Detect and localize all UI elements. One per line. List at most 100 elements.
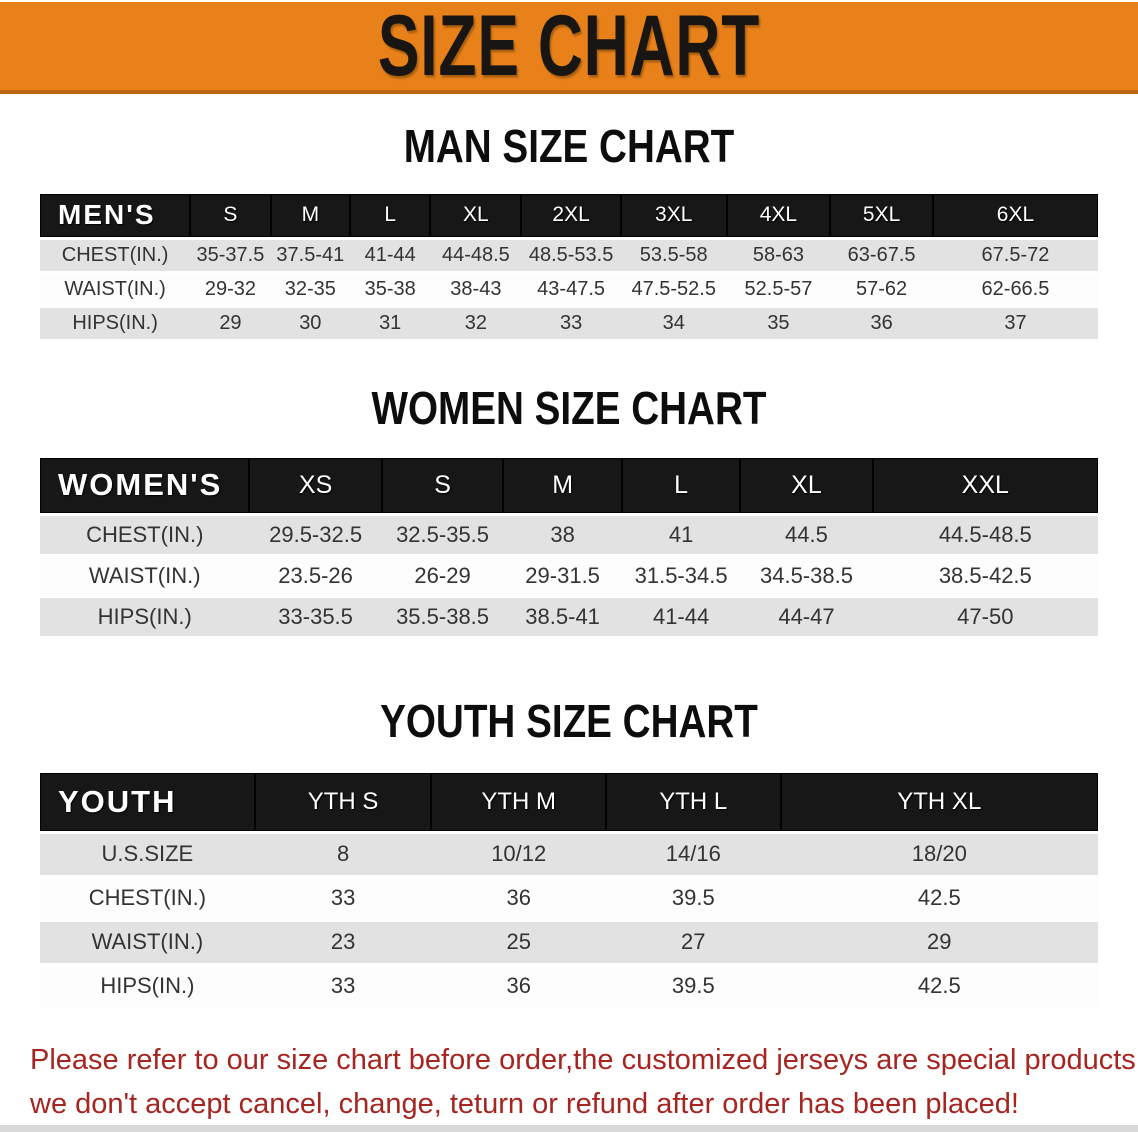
size-value-cell: 43-47.5 <box>521 273 621 305</box>
measurement-row-label: U.S.SIZE <box>40 833 255 875</box>
measurement-row-label: HIPS(IN.) <box>40 965 255 1007</box>
disclaimer: Please refer to our size chart before or… <box>0 1038 1138 1126</box>
measurement-row-label: CHEST(IN.) <box>40 239 191 271</box>
measurement-row-label: WAIST(IN.) <box>40 921 255 963</box>
size-value-cell: 23.5-26 <box>249 556 382 595</box>
size-value-cell: 47.5-52.5 <box>620 273 727 305</box>
size-value-cell: 18/20 <box>780 833 1098 875</box>
size-table-header-row: WOMEN'S XS S M L XL XXL <box>40 457 1098 513</box>
women-size-table: WOMEN'S XS S M L XL XXL CHEST(IN.) 29.5-32.5 32.… <box>40 455 1098 639</box>
size-column-header: L <box>621 457 741 513</box>
size-column-header: S <box>381 457 504 513</box>
size-column-header: 5XL <box>830 193 933 237</box>
page-title: SIZE CHART <box>377 0 761 94</box>
youth-chart-title: YOUTH SIZE CHART <box>380 694 758 747</box>
size-value-cell: 42.5 <box>780 877 1098 919</box>
size-table-row: CHEST(IN.) 29.5-32.5 32.5-35.5 38 41 44.5 44.5… <box>40 515 1098 554</box>
size-table-header-row: MEN'S S M L XL 2XL 3XL 4XL 5XL 6XL <box>40 193 1098 237</box>
size-value-cell: 42.5 <box>780 965 1098 1007</box>
size-column-header: S <box>190 193 271 237</box>
measurement-row-label: CHEST(IN.) <box>40 515 250 554</box>
size-value-cell: 33 <box>521 307 621 339</box>
table-group-label: YOUTH <box>40 772 255 831</box>
size-value-cell: 38.5-41 <box>503 597 622 636</box>
size-value-cell: 35-37.5 <box>190 239 271 271</box>
size-value-cell: 34.5-38.5 <box>740 556 873 595</box>
size-value-cell: 41-44 <box>349 239 431 271</box>
measurement-row-label: HIPS(IN.) <box>40 307 191 339</box>
size-column-header: 2XL <box>521 193 621 237</box>
size-value-cell: 35.5-38.5 <box>381 597 504 636</box>
size-column-header: M <box>503 457 622 513</box>
size-value-cell: 44.5 <box>740 515 873 554</box>
size-value-cell: 38 <box>503 515 622 554</box>
measurement-row-label: WAIST(IN.) <box>40 273 191 305</box>
size-value-cell: 48.5-53.5 <box>521 239 621 271</box>
men-size-table: MEN'S S M L XL 2XL 3XL 4XL 5XL 6XL CHEST(IN.) 35-3… <box>40 191 1098 342</box>
size-value-cell: 41-44 <box>621 597 741 636</box>
size-column-header: XL <box>430 193 522 237</box>
size-value-cell: 58-63 <box>726 239 831 271</box>
size-value-cell: 31 <box>349 307 431 339</box>
size-value-cell: 41 <box>621 515 741 554</box>
women-chart-title: WOMEN SIZE CHART <box>371 381 767 434</box>
size-table-row: CHEST(IN.) 33 36 39.5 42.5 <box>40 877 1098 919</box>
size-value-cell: 44-47 <box>740 597 873 636</box>
size-table-row: WAIST(IN.) 23 25 27 29 <box>40 921 1098 963</box>
size-table-row: U.S.SIZE 8 10/12 14/16 18/20 <box>40 833 1098 875</box>
size-value-cell: 53.5-58 <box>620 239 727 271</box>
size-value-cell: 34 <box>620 307 727 339</box>
size-value-cell: 25 <box>431 921 606 963</box>
women-size-chart-section: WOMEN SIZE CHART WOMEN'S XS S M L XL XXL CHEST… <box>0 382 1138 639</box>
size-value-cell: 63-67.5 <box>830 239 933 271</box>
size-table-row: HIPS(IN.) 29 30 31 32 33 34 35 36 37 <box>40 307 1098 339</box>
disclaimer-line-1: Please refer to our size chart before or… <box>30 1043 1138 1076</box>
measurement-row-label: WAIST(IN.) <box>40 556 250 595</box>
size-table-row: HIPS(IN.) 33-35.5 35.5-38.5 38.5-41 41-44 44-… <box>40 597 1098 636</box>
size-column-header: M <box>270 193 350 237</box>
size-value-cell: 32 <box>430 307 522 339</box>
size-value-cell: 44.5-48.5 <box>872 515 1098 554</box>
size-value-cell: 37 <box>932 307 1098 339</box>
size-value-cell: 35 <box>726 307 831 339</box>
disclaimer-line-2: we don't accept cancel, change, teturn o… <box>30 1087 1019 1120</box>
size-column-header: YTH M <box>431 772 606 831</box>
size-value-cell: 27 <box>606 921 781 963</box>
table-group-label: WOMEN'S <box>40 457 250 513</box>
size-value-cell: 29-31.5 <box>503 556 622 595</box>
size-column-header: L <box>349 193 431 237</box>
size-value-cell: 36 <box>431 877 606 919</box>
size-table-row: WAIST(IN.) 23.5-26 26-29 29-31.5 31.5-34.5 34… <box>40 556 1098 595</box>
size-value-cell: 14/16 <box>606 833 781 875</box>
size-value-cell: 38-43 <box>430 273 522 305</box>
size-column-header: XS <box>249 457 382 513</box>
size-column-header: YTH L <box>606 772 781 831</box>
size-value-cell: 39.5 <box>606 877 781 919</box>
size-value-cell: 67.5-72 <box>932 239 1098 271</box>
size-value-cell: 37.5-41 <box>270 239 350 271</box>
banner: SIZE CHART <box>0 0 1138 94</box>
size-column-header: 4XL <box>726 193 831 237</box>
size-value-cell: 57-62 <box>830 273 933 305</box>
bottom-edge-strip <box>0 1125 1138 1132</box>
size-table-row: HIPS(IN.) 33 36 39.5 42.5 <box>40 965 1098 1007</box>
size-column-header: YTH XL <box>780 772 1098 831</box>
men-chart-title: MAN SIZE CHART <box>403 120 735 172</box>
youth-size-chart-section: YOUTH SIZE CHART YOUTH YTH S YTH M YTH L YTH… <box>0 695 1138 1010</box>
size-value-cell: 26-29 <box>381 556 504 595</box>
size-value-cell: 33 <box>254 877 432 919</box>
size-value-cell: 47-50 <box>872 597 1098 636</box>
size-value-cell: 39.5 <box>606 965 781 1007</box>
size-value-cell: 8 <box>254 833 432 875</box>
measurement-row-label: HIPS(IN.) <box>40 597 250 636</box>
size-value-cell: 38.5-42.5 <box>872 556 1098 595</box>
size-column-header: 3XL <box>620 193 727 237</box>
size-value-cell: 36 <box>830 307 933 339</box>
size-value-cell: 52.5-57 <box>726 273 831 305</box>
size-value-cell: 31.5-34.5 <box>621 556 741 595</box>
size-value-cell: 23 <box>254 921 432 963</box>
size-value-cell: 29 <box>780 921 1098 963</box>
size-value-cell: 29.5-32.5 <box>249 515 382 554</box>
size-table-row: CHEST(IN.) 35-37.5 37.5-41 41-44 44-48.5 48.5… <box>40 239 1098 271</box>
